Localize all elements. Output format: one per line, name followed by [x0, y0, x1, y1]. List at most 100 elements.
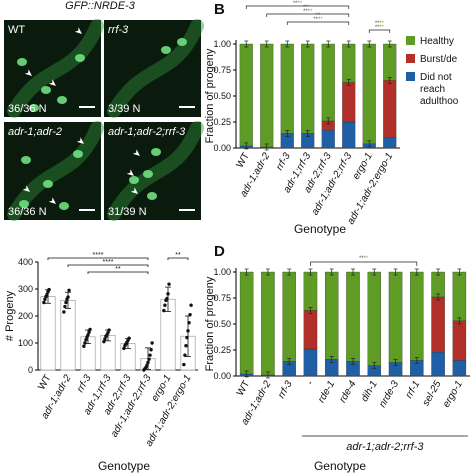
data-point [43, 297, 47, 301]
x-axis-title: Genotype [294, 222, 346, 236]
x-tick-label-dih-1: dih-1 [359, 379, 380, 404]
legend-label: Did not [420, 72, 452, 83]
significance-bracket [266, 13, 350, 17]
nucleus-dot [143, 170, 153, 178]
panel-letter: B [214, 1, 225, 18]
arrowhead-icon [48, 197, 57, 204]
y-tick-label: 0.50 [213, 91, 231, 101]
nucleus-dot [177, 38, 187, 46]
bar-segment-did-not-reach-adulthood-adr-2-rrf-3 [321, 130, 335, 149]
x-tick-label-rrf-3: rrf-3 [274, 151, 293, 173]
data-point [88, 327, 92, 332]
y-tick-label: 300 [18, 284, 33, 294]
data-point [66, 295, 70, 299]
data-point [188, 312, 192, 317]
significance-stars: ** [316, 13, 321, 19]
bar-segment-burst-dead-sel-25 [431, 296, 445, 353]
nucleus-dot [75, 54, 85, 62]
group-label: adr-1;adr-2;rrf-3 [346, 441, 424, 453]
x-tick-label-mock: - [305, 378, 317, 387]
significance-stars: **** [375, 25, 385, 31]
legend-swatch-burst-dead [406, 54, 415, 63]
arrowhead-icon [48, 79, 56, 86]
data-point [163, 303, 167, 307]
data-point [62, 310, 66, 314]
bar-segment-healthy-adr-1-rrf-3 [301, 43, 315, 134]
y-tick-label: 0.25 [213, 117, 231, 127]
worm-body-glow [107, 19, 204, 118]
nucleus-dot [59, 202, 69, 210]
nucleus-dot [73, 150, 83, 158]
x-tick-label-rde-4: rde-4 [337, 379, 358, 405]
y-axis-title: Fraction of progeny [204, 48, 216, 143]
legend-swatch-healthy [406, 36, 415, 45]
bar-segment-healthy-adr-1-adr-2-ergo-1 [383, 43, 397, 81]
data-point [82, 344, 86, 348]
bar-segment-healthy-ergo-1 [452, 271, 467, 322]
bar-segment-healthy-sel-25 [431, 271, 445, 298]
data-point [184, 344, 188, 348]
significance-stars: **** [293, 0, 303, 3]
y-tick-label: 0.75 [213, 65, 231, 75]
data-point [147, 357, 151, 361]
bar-segment-healthy-adr-2-rrf-3 [321, 43, 335, 122]
arrowhead-icon [24, 69, 32, 76]
significance-bracket [286, 21, 350, 25]
worm-body-glow [7, 121, 104, 221]
bar-segment-healthy-adr-1-adr-2 [261, 271, 275, 376]
nucleus-dot [43, 180, 53, 188]
x-tick-label-rde-1: rde-1 [316, 379, 337, 405]
panel-a-micrographs: WT 36/36 N rrf-3 3/39 N adr-1;adr-2 36/36 N ad… [4, 19, 204, 221]
nucleus-dot [19, 200, 29, 208]
significance-bracket [245, 5, 350, 9]
data-point [146, 360, 150, 365]
micrograph-4 [104, 122, 201, 220]
bar-segment-burst-dead-adr-1-adr-2-rrf-3 [342, 82, 356, 123]
arrowhead-icon [76, 137, 84, 144]
significance-bracket [67, 264, 149, 267]
data-point [84, 338, 88, 342]
data-point [122, 346, 126, 351]
data-point [187, 321, 191, 325]
y-tick-label: 1.00 [213, 267, 231, 277]
data-point [42, 300, 46, 305]
bar-segment-healthy-wt [239, 43, 253, 147]
y-axis-title: Fraction of progeny [204, 276, 216, 371]
micrograph-genotype-label: WT [8, 24, 25, 36]
bar-segment-healthy-wt [239, 271, 254, 375]
bar-segment-did-not-reach-adulthood-ergo-1 [452, 360, 467, 377]
y-tick-label: 0.00 [213, 143, 231, 153]
data-point [107, 328, 111, 332]
micrograph-nuclear-count: 3/39 N [108, 103, 140, 115]
bar-segment-healthy-rrf-1 [410, 271, 424, 361]
y-tick-label: 0.25 [213, 345, 231, 355]
bar-wt [40, 296, 56, 371]
arrowhead-icon [130, 187, 138, 194]
significance-bracket [47, 257, 149, 260]
data-point [63, 304, 67, 309]
bar-segment-healthy-ergo-1 [362, 43, 376, 144]
significance-stars: **** [103, 259, 114, 266]
data-point [148, 353, 152, 357]
micrograph-genotype-label: adr-1;adr-2 [8, 126, 62, 138]
y-tick-label: 1.00 [213, 39, 231, 49]
data-point [183, 353, 187, 357]
nucleus-dot [21, 156, 31, 164]
bar-segment-healthy-rrf-3 [282, 271, 296, 362]
bar-segment-healthy-rrf-3 [280, 43, 294, 134]
significance-bracket [310, 261, 418, 266]
data-point [182, 362, 186, 367]
bar-segment-healthy-rde-1 [324, 271, 339, 360]
data-point [106, 331, 110, 335]
data-point [102, 339, 106, 344]
arrowhead-icon [74, 27, 82, 34]
x-tick-label-ergo-1: ergo-1 [441, 379, 465, 410]
y-tick-label: 200 [18, 311, 33, 321]
legend-label: Healthy [420, 36, 454, 47]
legend-label: Burst/de [420, 54, 458, 65]
data-point [127, 336, 131, 340]
arrowhead-icon [126, 169, 134, 176]
